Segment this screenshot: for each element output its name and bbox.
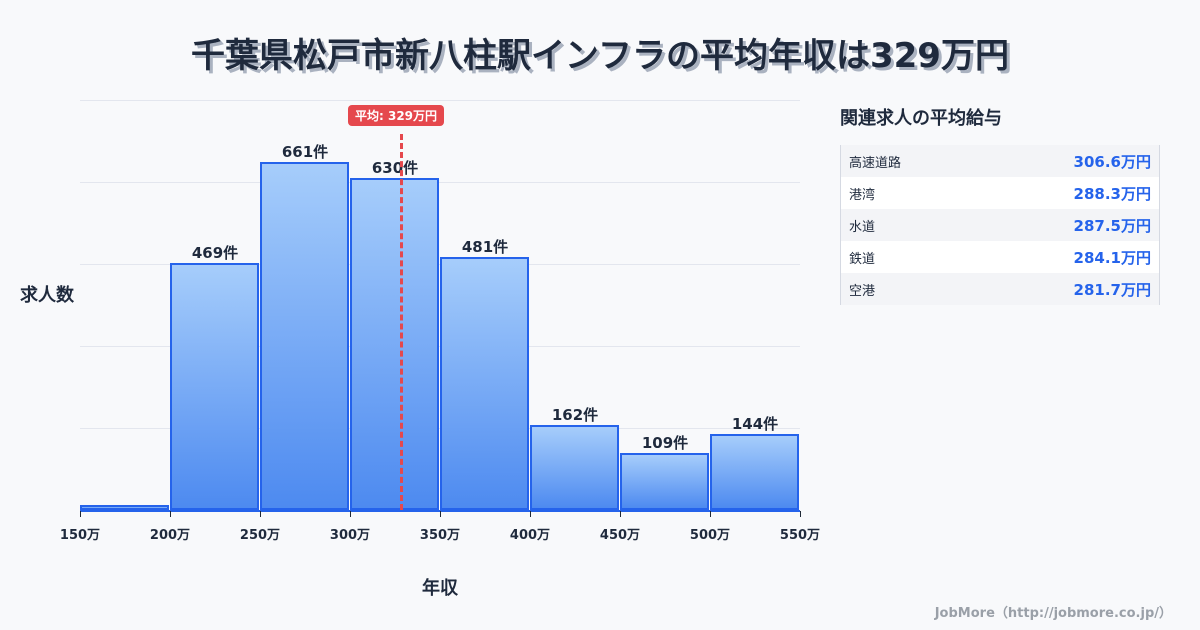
average-line [400,134,403,510]
x-tick [260,511,261,517]
x-tick-label: 150万 [59,528,101,543]
x-tick [620,511,621,517]
x-tick [350,511,351,517]
table-row: 鉄道 284.1万円 [841,241,1159,273]
x-axis-label: 年収 [422,578,458,599]
x-tick [710,511,711,517]
job-name: 港湾 [849,187,876,203]
bar-value-label: 469件 [191,244,239,262]
x-tick [530,511,531,517]
table-row: 高速道路 306.6万円 [841,145,1159,177]
y-axis-label: 求人数 [20,285,74,306]
x-tick [440,511,441,517]
page-title: 千葉県松戸市新八柱駅インフラの平均年収は329万円 [191,36,1009,76]
x-tick-label: 500万 [689,528,731,543]
job-name: 鉄道 [849,251,876,267]
gridline [80,182,800,183]
x-tick-label: 400万 [509,528,551,543]
bar-value-label: 630件 [371,159,419,177]
x-tick-label: 300万 [329,528,371,543]
job-salary: 288.3万円 [1073,184,1151,203]
average-badge: 平均: 329万円 [348,105,445,126]
x-tick-label: 250万 [239,528,281,543]
x-tick [80,511,81,517]
histogram-bar [170,263,259,510]
footer-credit: JobMore（http://jobmore.co.jp/） [934,606,1172,621]
x-tick-label: 550万 [779,528,821,543]
gridline [80,100,800,101]
histogram-bar [620,453,709,510]
histogram-bar [260,162,349,510]
job-salary: 306.6万円 [1073,152,1151,171]
histogram-bar [710,434,799,510]
histogram-bar [80,505,169,510]
histogram-bar [350,178,439,510]
histogram-plot: 469件 661件 630件 481件 162件 109件 144件 [80,100,800,510]
x-tick-label: 200万 [149,528,191,543]
x-tick-label: 450万 [599,528,641,543]
job-name: 空港 [849,283,876,299]
bar-value-label: 109件 [641,434,689,452]
job-salary: 284.1万円 [1073,248,1151,267]
job-salary: 287.5万円 [1073,216,1151,235]
table-row: 港湾 288.3万円 [841,177,1159,209]
histogram-bar [440,257,529,510]
bar-value-label: 144件 [731,415,779,433]
job-name: 高速道路 [849,155,902,171]
bar-value-label: 162件 [551,406,599,424]
job-salary: 281.7万円 [1073,280,1151,299]
bar-value-label: 661件 [281,143,329,161]
x-tick-label: 350万 [419,528,461,543]
related-salary-title: 関連求人の平均給与 [840,108,1002,129]
bar-value-label: 481件 [461,238,509,256]
table-row: 空港 281.7万円 [841,273,1159,305]
job-name: 水道 [849,219,876,235]
related-salary-table: 高速道路 306.6万円 港湾 288.3万円 水道 287.5万円 鉄道 284.1万… [840,145,1160,305]
histogram-bar [530,425,619,510]
table-row: 水道 287.5万円 [841,209,1159,241]
x-tick [800,511,801,517]
x-tick [170,511,171,517]
